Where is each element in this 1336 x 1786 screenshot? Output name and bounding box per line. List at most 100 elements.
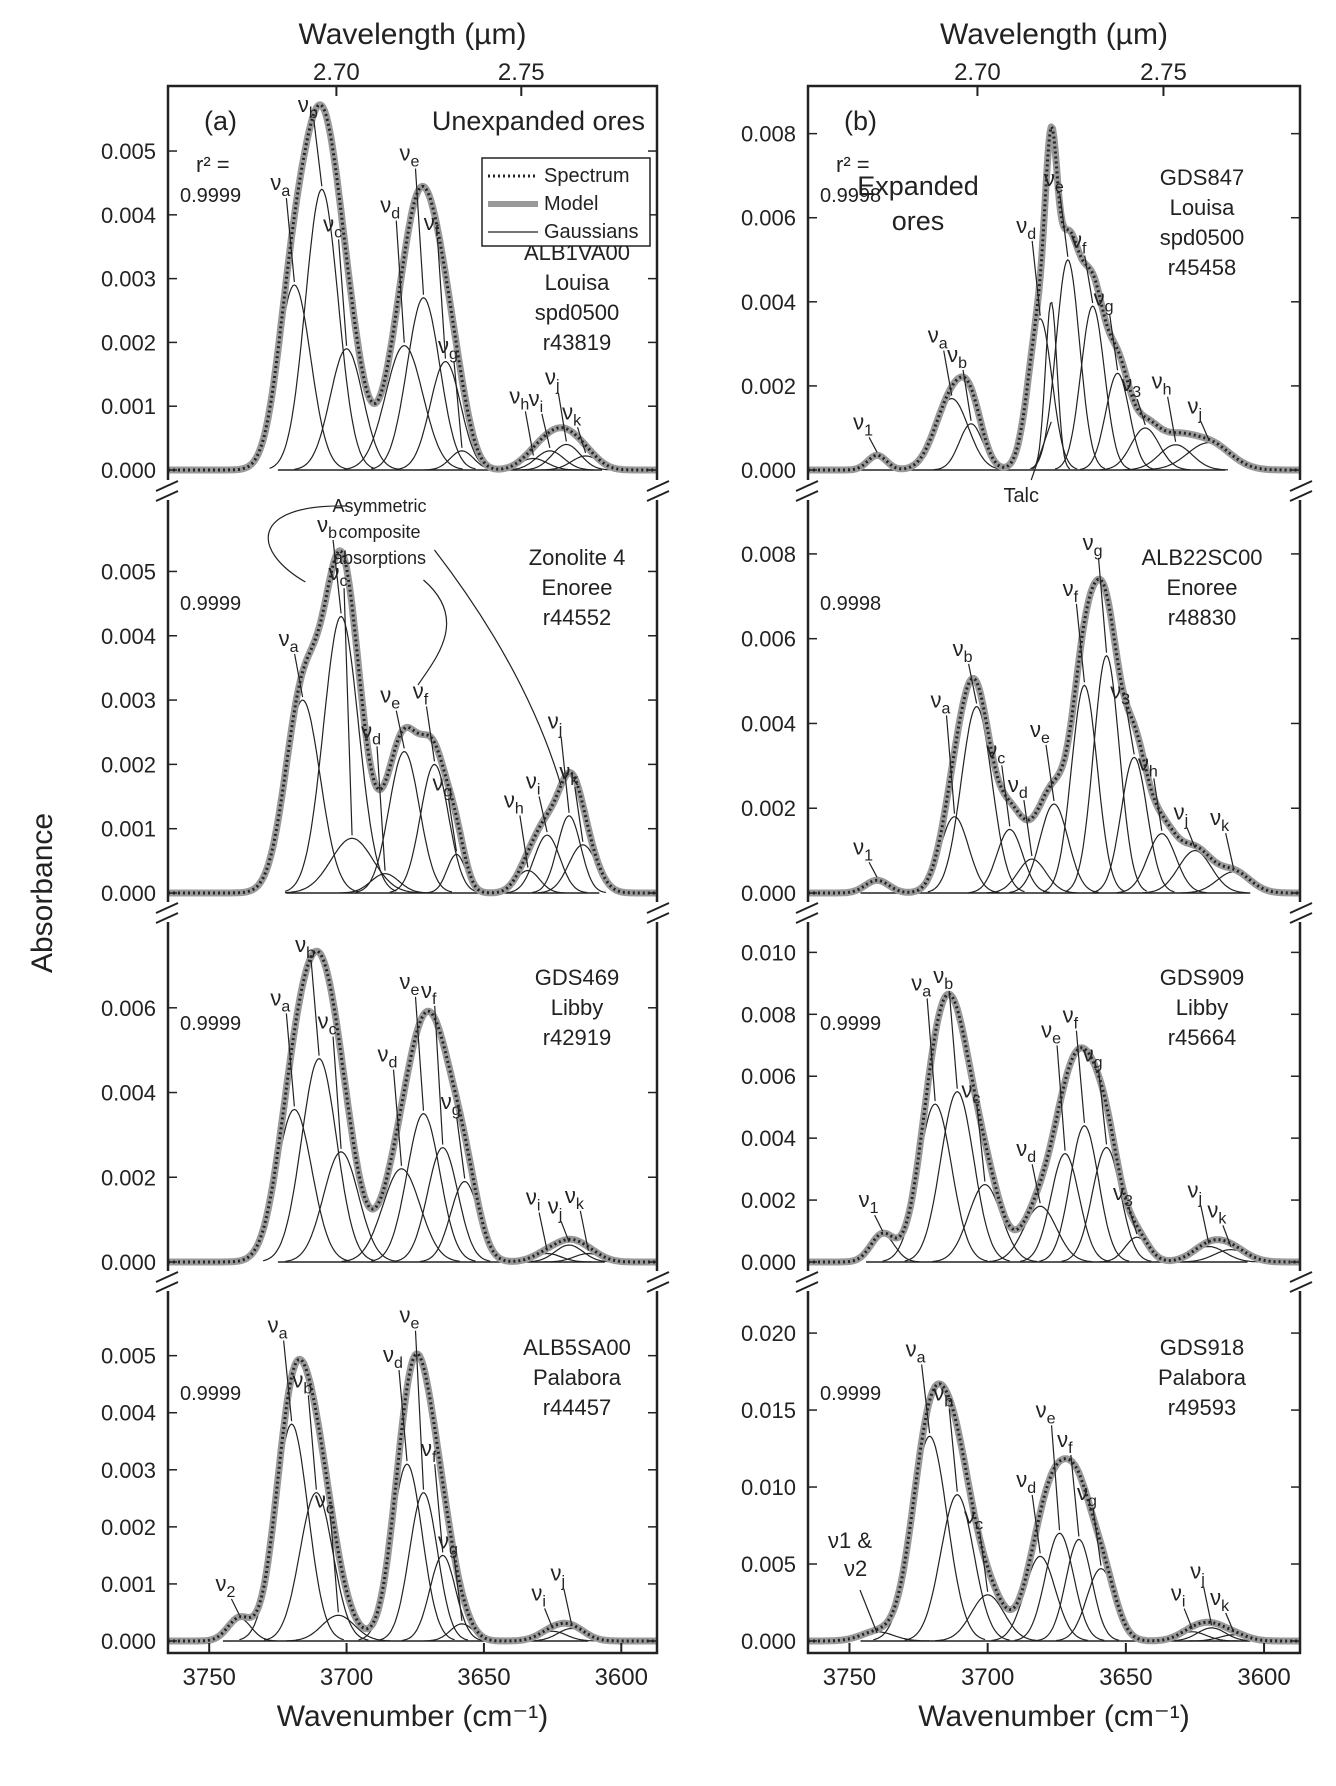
- nu-glyph: ν: [441, 1089, 452, 1114]
- y-tick-label: 0.006: [741, 206, 796, 231]
- gaussian-curve: [1064, 654, 1147, 893]
- peak-label: νb: [953, 636, 973, 666]
- legend-entry: Gaussians: [544, 221, 639, 243]
- peak-label: νd: [1008, 772, 1028, 802]
- gaussian-curve: [986, 858, 1077, 894]
- nu-glyph: ν: [438, 333, 449, 358]
- nu-glyph: ν: [413, 678, 424, 703]
- nu-subscript: k: [1221, 818, 1230, 835]
- nu-subscript: j: [558, 1206, 563, 1223]
- sample-name: spd0500: [1160, 225, 1244, 250]
- axis-break-mark: [1289, 490, 1313, 502]
- gaussian-curve: [505, 450, 595, 471]
- nu-subscript: d: [1019, 785, 1028, 802]
- label-arrow: [392, 1069, 403, 1166]
- gaussian-curve: [239, 1423, 344, 1641]
- nu-glyph: ν: [1188, 393, 1199, 418]
- nu-glyph: ν: [215, 1571, 226, 1596]
- label-arrow: [1097, 557, 1108, 653]
- nu-glyph: ν: [279, 626, 290, 651]
- subplot-b-3: 0.0000.0020.0040.0060.0080.010ν1νaνbνcνd…: [741, 940, 1300, 1275]
- label-arrow: [1186, 827, 1196, 848]
- gaussian-curve: [927, 705, 1025, 893]
- x-tick-label: 3650: [457, 1664, 510, 1691]
- y-tick-label: 0.005: [741, 1552, 796, 1577]
- nu-subscript: c: [340, 573, 348, 590]
- peak-label: νi: [531, 1580, 546, 1610]
- nu-subscript: i: [537, 1197, 541, 1214]
- nu-subscript: h: [1163, 382, 1172, 399]
- nu-glyph: ν: [383, 1342, 394, 1367]
- sample-name: Palabora: [1158, 1365, 1247, 1390]
- gaussian-curve: [935, 1594, 1041, 1642]
- label-arrow: [1092, 1507, 1102, 1566]
- peak-label: νf: [421, 1436, 437, 1466]
- label-arrow: [976, 1105, 986, 1182]
- peak-label: ν3: [1113, 1180, 1133, 1210]
- spectrum-curve: [808, 123, 1300, 472]
- wavenumber-axis-title: Wavenumber (cm⁻¹): [918, 1700, 1189, 1733]
- axis-break-mark: [646, 912, 670, 924]
- peak-label: νd: [1016, 213, 1036, 243]
- y-tick-label: 0.003: [101, 267, 156, 292]
- peak-label: νe: [380, 683, 400, 713]
- peak-label: νb: [295, 932, 315, 962]
- nu-glyph: ν: [1057, 1427, 1068, 1452]
- nu-glyph: ν: [1113, 1180, 1124, 1205]
- label-arrow: [524, 411, 534, 456]
- label-arrow: [560, 1221, 570, 1243]
- label-arrow: [557, 392, 567, 442]
- peak-label: νd: [1016, 1467, 1036, 1497]
- nu-subscript: g: [1088, 1493, 1097, 1510]
- nu-subscript: h: [1149, 763, 1158, 780]
- nu-subscript: f: [1074, 1016, 1079, 1033]
- wavelength-tick-label: 2.75: [498, 59, 545, 86]
- peak-label: νk: [1210, 1585, 1230, 1615]
- nu-glyph: ν: [565, 1183, 576, 1208]
- y-tick-label: 0.006: [101, 996, 156, 1021]
- nu-subscript: e: [411, 154, 420, 171]
- label-arrow: [1056, 1045, 1066, 1151]
- asymmetric-annotation: Asymmetric: [333, 496, 427, 516]
- nu-subscript: j: [1184, 813, 1189, 830]
- nu-glyph: ν: [509, 383, 520, 408]
- label-arrow: [329, 1515, 339, 1613]
- nu-glyph: ν: [400, 141, 411, 166]
- nu-glyph: ν: [400, 969, 411, 994]
- nu-glyph: ν: [329, 560, 340, 585]
- r2-value: 0.9998: [820, 593, 881, 615]
- sample-name: r43819: [543, 330, 612, 355]
- x-tick-label: 3700: [320, 1664, 373, 1691]
- x-tick-label: 3700: [961, 1664, 1014, 1691]
- nu-subscript: g: [1105, 299, 1114, 316]
- y-tick-label: 0.000: [101, 458, 156, 483]
- gaussian-curve: [524, 1244, 614, 1263]
- y-tick-label: 0.002: [741, 796, 796, 821]
- gaussian-curve: [246, 699, 359, 893]
- sample-name: r44457: [543, 1395, 612, 1420]
- gaussian-curve: [1014, 1532, 1105, 1641]
- nu-subscript: g: [444, 784, 453, 801]
- nu-glyph: ν: [859, 1187, 870, 1212]
- gaussian-curve: [394, 1147, 491, 1262]
- nu-subscript: c: [972, 1090, 980, 1107]
- peak-label: νf: [424, 210, 440, 240]
- peak-label: νg: [438, 1528, 458, 1558]
- label-arrow: [285, 1013, 295, 1107]
- y-tick-label: 0.000: [101, 1250, 156, 1275]
- peak-label: ν3: [1110, 679, 1130, 709]
- label-arrow: [868, 862, 878, 878]
- asymmetric-annotation: composite: [339, 522, 421, 542]
- annotation-arrow: [434, 549, 562, 786]
- label-arrow: [560, 736, 570, 813]
- x-tick-label: 3750: [183, 1664, 236, 1691]
- gaussian-curve: [882, 1103, 988, 1262]
- label-arrow: [1128, 1207, 1138, 1235]
- axis-break-mark: [155, 480, 179, 492]
- nu-subscript: k: [1221, 1598, 1230, 1615]
- peak-label: νc: [323, 211, 342, 241]
- peak-label: νf: [1063, 576, 1079, 606]
- label-arrow: [926, 998, 936, 1102]
- label-arrow: [1031, 1164, 1041, 1204]
- peak-label: νc: [318, 1009, 337, 1039]
